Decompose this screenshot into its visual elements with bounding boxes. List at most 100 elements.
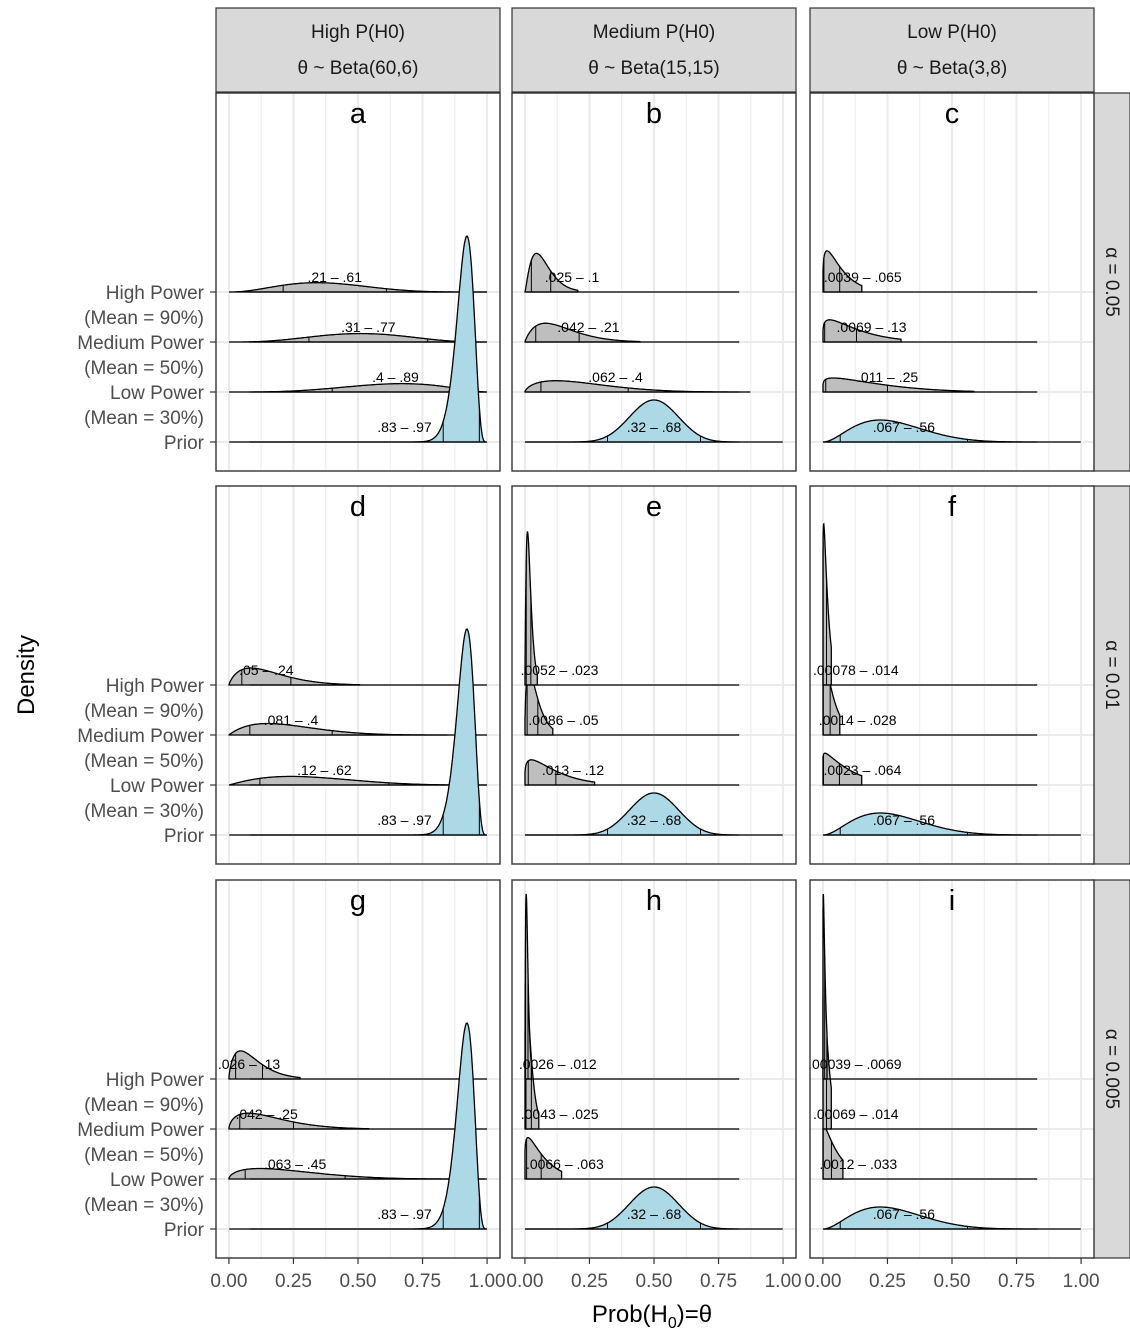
x-tick-label: 0.25: [869, 1271, 906, 1292]
panel-c: .011 – .25 .0069 – .13 .0039 – .065 .067 – …: [809, 92, 1095, 472]
panel-border: [809, 485, 1095, 865]
posterior-density: [228, 1112, 370, 1130]
row-strip-label: α = 0.01: [1101, 640, 1122, 710]
posterior-interval-label: .0039 – .065: [824, 269, 902, 285]
posterior-interval-label: .026 – .13: [218, 1056, 280, 1072]
y-tick-label: Prior: [164, 826, 205, 847]
prior-interval-label: .83 – .97: [377, 812, 432, 828]
x-tick-label: 0.50: [934, 1271, 971, 1292]
panel-letter: f: [948, 491, 957, 523]
prior-interval-label: .067 – .56: [873, 419, 935, 435]
posterior-interval-label: .0069 – .13: [837, 319, 907, 335]
posterior-interval-label: .0026 – .012: [519, 1056, 597, 1072]
posterior-interval-label: .0014 – .028: [819, 712, 897, 728]
posterior-interval-label: .05 – .24: [239, 662, 294, 678]
y-tick-label: Low Power: [110, 383, 205, 404]
y-tick-label: (Mean = 90%): [84, 308, 204, 329]
x-tick-label: 0.50: [636, 1271, 673, 1292]
row-strip-label: α = 0.05: [1101, 247, 1122, 317]
posterior-interval-label: .011 – .25: [857, 369, 918, 385]
x-tick-label: 0.00: [804, 1271, 841, 1292]
posterior-density: [822, 250, 863, 293]
panel-letter: b: [646, 98, 662, 130]
posterior-interval-label: .00069 – .014: [813, 1106, 899, 1122]
y-tick-label: (Mean = 50%): [84, 1145, 204, 1166]
posterior-interval-label: .0012 – .033: [819, 1156, 897, 1172]
column-strip-title: Low P(H0): [907, 22, 997, 43]
y-tick-label: Medium Power: [77, 726, 204, 747]
column-strip-title: High P(H0): [311, 22, 405, 43]
y-tick-label: Prior: [164, 1220, 205, 1241]
x-axis-label: Prob(H0)=θ: [592, 1301, 712, 1332]
y-tick-label: High Power: [106, 1070, 205, 1091]
prior-density: [823, 419, 1081, 443]
posterior-density: [524, 322, 641, 343]
posterior-interval-label: .042 – .25: [235, 1106, 297, 1122]
posterior-interval-label: .4 – .89: [372, 369, 419, 385]
panel-letter: i: [949, 885, 955, 917]
panel-border: [215, 92, 501, 472]
row-strip-label: α = 0.005: [1101, 1029, 1122, 1109]
posterior-interval-label: .00078 – .014: [813, 662, 899, 678]
panel-b: .062 – .4 .042 – .21 .025 – .1 .32 – .68 b: [511, 92, 797, 472]
posterior-density: [524, 759, 596, 786]
posterior-interval-label: .081 – .4: [264, 712, 319, 728]
y-tick-label: (Mean = 50%): [84, 358, 204, 379]
posterior-interval-label: .21 – .61: [308, 269, 363, 285]
x-tick-label: 0.75: [404, 1271, 441, 1292]
posterior-interval-label: .0052 – .023: [521, 662, 599, 678]
column-strip-subtitle: θ ~ Beta(60,6): [298, 58, 419, 79]
y-tick-label: (Mean = 90%): [84, 701, 204, 722]
panel-a: .4 – .89 .31 – .77 .21 – .61 .83 – .97 a: [215, 92, 501, 472]
column-strip-title: Medium P(H0): [593, 22, 715, 43]
y-tick-label: High Power: [106, 676, 205, 697]
posterior-density: [524, 252, 579, 293]
panel-letter: h: [646, 885, 662, 917]
posterior-interval-label: .0086 – .05: [528, 712, 598, 728]
posterior-density: [229, 332, 487, 343]
y-tick-label: (Mean = 50%): [84, 751, 204, 772]
panel-border: [511, 92, 797, 472]
y-tick-label: Low Power: [110, 1170, 205, 1191]
column-strip: [809, 7, 1095, 93]
posterior-interval-label: .0023 – .064: [824, 762, 902, 778]
x-tick-label: 0.50: [340, 1271, 377, 1292]
panel-letter: a: [350, 98, 367, 130]
x-tick-label: 1.00: [765, 1271, 802, 1292]
posterior-interval-label: .042 – .21: [557, 319, 619, 335]
posterior-density: [822, 1125, 844, 1180]
y-axis-label: Density: [13, 635, 40, 715]
y-tick-label: (Mean = 30%): [84, 801, 204, 822]
y-tick-label: (Mean = 30%): [84, 1195, 204, 1216]
panel-letter: d: [350, 491, 366, 523]
posterior-density: [524, 1136, 563, 1180]
prior-interval-label: .32 – .68: [627, 812, 682, 828]
x-tick-label: 0.00: [210, 1271, 247, 1292]
posterior-interval-label: .0043 – .025: [521, 1106, 599, 1122]
posterior-interval-label: .063 – .45: [264, 1156, 326, 1172]
posterior-interval-label: .025 – .1: [545, 269, 600, 285]
x-tick-label: 0.25: [275, 1271, 312, 1292]
panel-letter: e: [646, 491, 662, 523]
y-tick-label: (Mean = 90%): [84, 1095, 204, 1116]
panel-letter: g: [350, 885, 366, 917]
x-tick-label: 0.75: [700, 1271, 737, 1292]
x-axis-label-subscript: 0: [668, 1315, 677, 1332]
posterior-interval-label: .013 – .12: [542, 762, 604, 778]
y-tick-label: (Mean = 30%): [84, 408, 204, 429]
column-strip: [215, 7, 501, 93]
panel-border: [511, 485, 797, 865]
prior-interval-label: .067 – .56: [873, 812, 935, 828]
prior-density: [823, 812, 1081, 836]
posterior-interval-label: .0066 – .063: [526, 1156, 604, 1172]
prior-interval-label: .32 – .68: [627, 1206, 682, 1222]
posterior-interval-label: .062 – .4: [588, 369, 643, 385]
posterior-density: [822, 319, 902, 343]
panel-d: .12 – .62 .081 – .4 .05 – .24 .83 – .97 d: [215, 485, 501, 865]
prior-interval-label: .83 – .97: [377, 419, 432, 435]
posterior-density: [822, 522, 832, 686]
prior-interval-label: .83 – .97: [377, 1206, 432, 1222]
column-strip-subtitle: θ ~ Beta(15,15): [588, 58, 720, 79]
